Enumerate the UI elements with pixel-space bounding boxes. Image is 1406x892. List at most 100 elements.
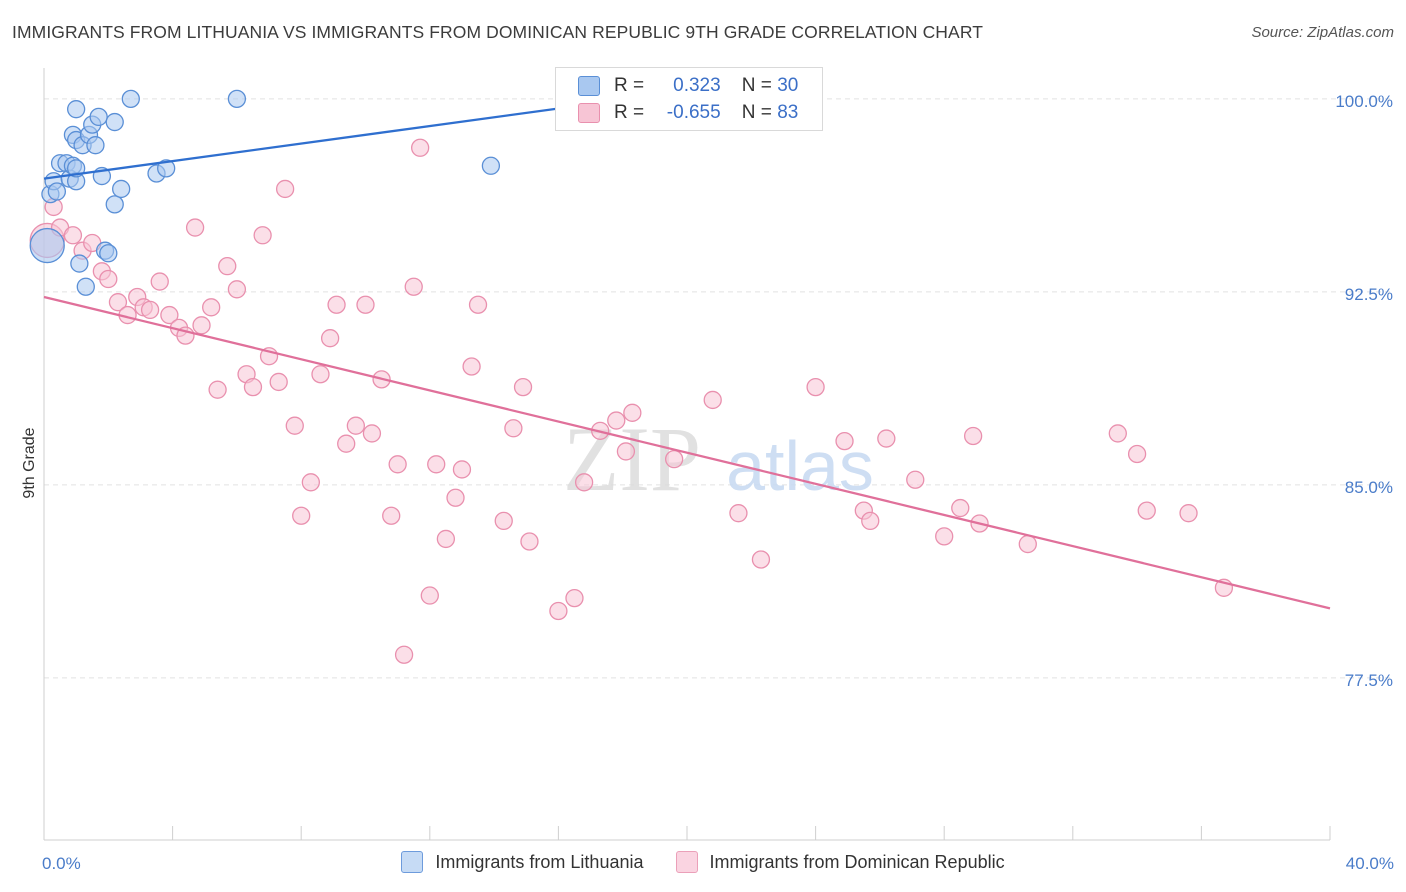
dominican-point (388, 455, 407, 474)
dominican-point (202, 298, 221, 317)
legend-n-value: 30 (777, 75, 799, 96)
dominican-point (356, 295, 375, 314)
dominican-point (160, 305, 179, 325)
correlation-legend: R = 0.323 N = 30 R = -0.655 N = 83 (555, 67, 823, 131)
dominican-point (1137, 501, 1156, 520)
dominican-point (963, 426, 983, 446)
trend-lines (43, 97, 1331, 610)
dominican-point (311, 365, 330, 384)
dominican-point (729, 504, 748, 523)
lithuania-point (29, 227, 65, 264)
lithuania-point (76, 277, 95, 296)
lithuania-point (105, 112, 124, 132)
dominican-point (394, 645, 414, 664)
dominican-point (275, 179, 295, 199)
y-tick-label: 77.5% (1345, 671, 1393, 690)
dominican-point (320, 329, 340, 348)
legend-swatch-blue (578, 76, 600, 96)
lithuania-point (67, 100, 86, 119)
dominican-point (150, 272, 169, 291)
dominican-point (616, 442, 636, 461)
legend-n-label: N = (741, 75, 772, 96)
dominican-point (751, 550, 771, 569)
dominican-point (420, 586, 439, 605)
dominican-point (404, 277, 423, 296)
dominican-point (835, 431, 854, 451)
dominican-point (1108, 424, 1127, 443)
dominican-point (494, 511, 513, 531)
dominican-republic-points (29, 138, 1234, 664)
lithuania-point (70, 254, 89, 273)
dominican-point (427, 455, 446, 474)
dominican-point (549, 601, 568, 621)
legend-n-label: N = (741, 102, 772, 123)
dominican-point (253, 226, 272, 245)
dominican-point (861, 511, 880, 531)
dominican-trend-line (43, 295, 1331, 610)
legend-swatch-blue (401, 851, 424, 873)
dominican-point (208, 380, 227, 399)
chart-title: IMMIGRANTS FROM LITHUANIA VS IMMIGRANTS … (12, 22, 984, 42)
dominican-point (951, 498, 970, 518)
dominican-point (607, 411, 626, 430)
dominican-point (1018, 534, 1037, 554)
dominican-point (140, 300, 160, 320)
y-tick-labels: 100.0% 92.5% 85.0% 77.5% (1335, 92, 1393, 690)
dominican-point (411, 138, 430, 157)
y-tick-label: 100.0% (1335, 92, 1393, 111)
dominican-point (362, 424, 382, 443)
x-tick-label: 40.0% (1346, 854, 1394, 873)
legend-item-lithuania: Immigrants from Lithuania (401, 851, 644, 873)
dominican-point (520, 532, 539, 551)
lithuania-point (86, 136, 105, 155)
legend-row-dominican: R = -0.655 N = 83 (578, 100, 798, 126)
legend-label-lithuania: Immigrants from Lithuania (435, 851, 644, 872)
legend-swatch-pink (675, 851, 698, 873)
lithuania-point (112, 179, 131, 199)
legend-r-value: -0.655 (666, 102, 721, 123)
dominican-point (468, 295, 488, 314)
lithuania-point (157, 159, 176, 178)
legend-r-label: R = (614, 75, 645, 96)
dominican-point (462, 357, 481, 376)
dominican-point (327, 295, 346, 314)
y-axis-label: 9th Grade (21, 427, 38, 498)
dominican-point (285, 416, 304, 435)
legend-label-dominican: Immigrants from Dominican Republic (709, 851, 1005, 872)
x-tick-labels: 0.0% 40.0% (42, 854, 1394, 873)
lithuania-point (481, 156, 501, 175)
lithuania-point (227, 89, 247, 109)
dominican-point (63, 226, 83, 245)
dominican-point (565, 588, 584, 608)
dominican-point (218, 256, 237, 276)
dominican-point (452, 460, 472, 479)
legend-item-dominican: Immigrants from Dominican Republic (675, 851, 1005, 873)
dominican-point (346, 416, 366, 435)
x-tick-label: 0.0% (42, 854, 81, 873)
lithuania-point (121, 89, 140, 109)
y-tick-label: 92.5% (1345, 285, 1393, 304)
dominican-point (1127, 444, 1147, 464)
dominican-point (703, 390, 722, 410)
dominican-point (877, 429, 896, 448)
dominican-point (623, 403, 642, 422)
dominican-point (664, 449, 684, 469)
dominican-point (504, 419, 523, 438)
y-tick-label: 85.0% (1345, 478, 1393, 497)
lithuania-points (29, 89, 645, 296)
dominican-point (243, 377, 263, 397)
lithuania-point (47, 182, 67, 201)
dominican-point (436, 529, 456, 549)
series-legend: Immigrants from Lithuania Immigrants fro… (0, 851, 1406, 873)
dominican-point (269, 372, 288, 392)
dominican-point (301, 473, 320, 492)
legend-swatch-pink (578, 103, 600, 123)
dominican-point (906, 470, 925, 489)
dominican-point (192, 316, 211, 335)
dominican-point (99, 269, 118, 289)
dominican-point (513, 377, 533, 397)
dominican-point (806, 377, 825, 397)
dominican-point (108, 293, 128, 312)
source-credit: Source: ZipAtlas.com (1251, 24, 1394, 41)
